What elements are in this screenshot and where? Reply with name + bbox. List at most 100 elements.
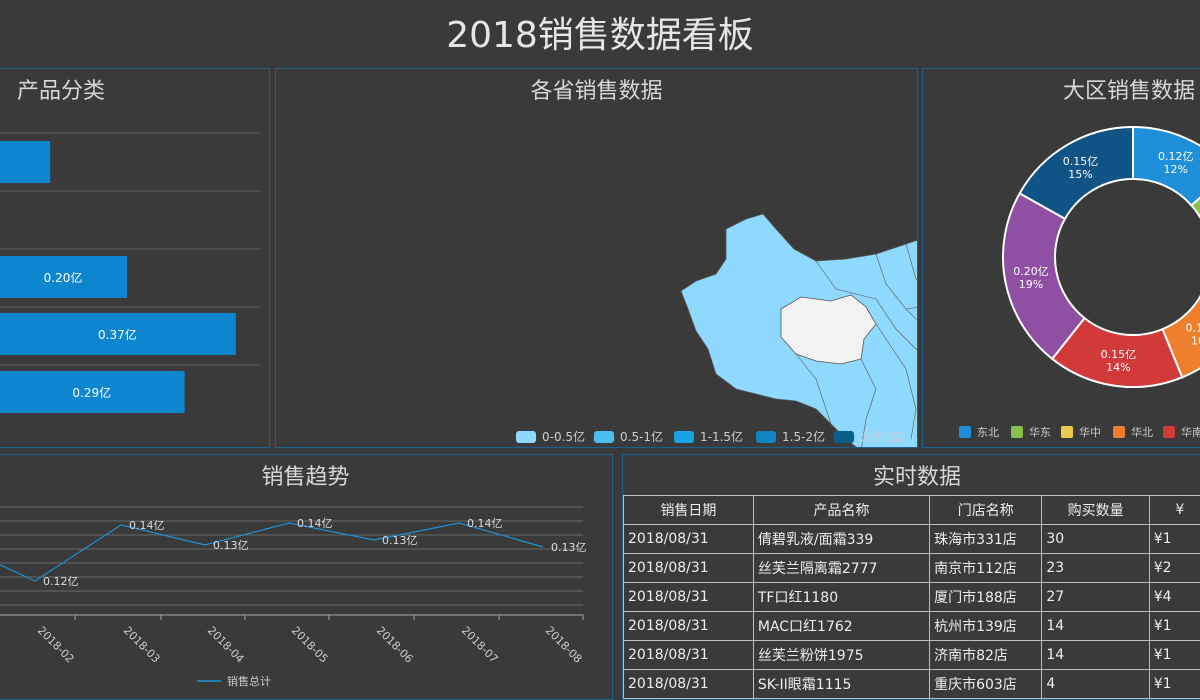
trend-point-label: 0.13亿 [382, 534, 418, 547]
table-cell: ¥1 [1148, 611, 1200, 641]
realtime-panel: 实时数据 销售日期 产品名称 门店名称 购买数量 ¥ 2018/08/31 倩碧乳… [622, 454, 1200, 700]
table-row[interactable]: 2018/08/31 MAC口红1762 杭州市139店 14 ¥1 [623, 611, 1200, 641]
trend-x-tick-label: 2018-06 [374, 624, 416, 666]
region-sales-title: 大区销售数据 [1063, 79, 1196, 104]
region-legend-swatch[interactable] [1011, 426, 1023, 438]
table-cell: 2018/08/31 [623, 524, 754, 554]
table-cell: MAC口红1762 [752, 611, 931, 641]
table-cell: 珠海市331店 [929, 524, 1043, 554]
donut-slice[interactable] [1190, 171, 1200, 245]
product-bar-label: 0.37亿 [98, 327, 137, 342]
donut-pct-label: 12% [1164, 163, 1188, 176]
table-header-row: 销售日期 产品名称 门店名称 购买数量 ¥ [623, 495, 1200, 525]
region-legend-swatch[interactable] [959, 426, 971, 438]
region-legend-label: 华中 [1079, 425, 1101, 439]
region-legend-swatch[interactable] [1113, 426, 1125, 438]
col-quantity[interactable]: 购买数量 [1041, 495, 1150, 525]
product-category-title: 产品分类 [17, 79, 106, 104]
sales-trend-chart: 0.12亿 2018-02 0.14亿 2018-03 0.13亿 2018-04 0.14… [0, 506, 587, 688]
table-cell: 2018/08/31 [623, 582, 754, 612]
table-cell: 2018/08/31 [623, 553, 754, 583]
table-cell: ¥2 [1148, 553, 1200, 583]
donut-slice[interactable] [1018, 125, 1134, 221]
trend-line[interactable] [0, 522, 544, 582]
map-legend: 0-0.5亿 0.5-1亿 1-1.5亿 1.5-2亿 大于2亿 [516, 429, 904, 444]
trend-x-tick-label: 2018-05 [289, 624, 331, 666]
donut-slice[interactable] [1132, 125, 1200, 207]
table-cell: ¥1 [1148, 524, 1200, 554]
donut-value-label: 0.12亿 [1158, 150, 1194, 163]
table-cell: 14 [1041, 640, 1150, 670]
table-cell: 2018/08/31 [623, 611, 754, 641]
legend-swatch-3[interactable] [756, 431, 776, 443]
trend-point-label: 0.12亿 [43, 575, 79, 588]
trend-point-label: 0.13亿 [213, 539, 249, 552]
product-bar-label: 0.20亿 [44, 270, 83, 285]
realtime-table-body: 2018/08/31 倩碧乳液/面霜339 珠海市331店 30 ¥1 2018/08/3… [623, 524, 1200, 699]
province-sales-panel: 各省销售数据 0-0.5亿 0.5-1亿 1-1. [275, 68, 918, 448]
col-product-name[interactable]: 产品名称 [752, 495, 931, 525]
legend-swatch-4[interactable] [834, 431, 854, 443]
region-legend-swatch[interactable] [1163, 426, 1175, 438]
table-row[interactable]: 2018/08/31 TF口红1180 厦门市188店 27 ¥4 [623, 582, 1200, 612]
product-bar[interactable] [0, 313, 236, 355]
province-sales-title: 各省销售数据 [530, 79, 663, 104]
table-cell: 23 [1041, 553, 1150, 583]
region-donut-chart: 0.12亿12%0.08亿8%0.09亿9%0.10亿10%0.15亿14%0.… [959, 125, 1200, 439]
donut-pct-label: 19% [1019, 278, 1043, 291]
region-legend-label: 东北 [977, 426, 999, 439]
donut-pct-label: 15% [1068, 168, 1092, 181]
table-cell: 27 [1041, 582, 1150, 612]
map-province-borders [795, 243, 917, 447]
region-legend-label: 华东 [1029, 425, 1051, 439]
realtime-table: 销售日期 产品名称 门店名称 购买数量 ¥ 2018/08/31 倩碧乳液/面霜3… [623, 495, 1200, 699]
legend-label-2: 1-1.5亿 [700, 429, 743, 444]
legend-label-4: 大于2亿 [860, 429, 904, 444]
legend-swatch-0[interactable] [516, 431, 536, 443]
donut-pct-label: 10% [1191, 335, 1200, 348]
trend-legend-label: 销售总计 [227, 674, 271, 688]
donut-slice[interactable] [1002, 191, 1086, 361]
trend-x-tick-label: 2018-04 [205, 624, 247, 666]
col-amount[interactable]: ¥ [1148, 495, 1200, 525]
table-row[interactable]: 2018/08/31 丝芙兰粉饼1975 济南市82店 14 ¥1 [623, 640, 1200, 670]
trend-x-tick-label: 2018-08 [543, 624, 585, 666]
region-legend-swatch[interactable] [1061, 426, 1073, 438]
table-cell: 杭州市139店 [929, 611, 1043, 641]
region-legend-label: 华北 [1131, 425, 1153, 439]
table-cell: 厦门市188店 [929, 582, 1043, 612]
donut-value-label: 0.15亿 [1101, 348, 1137, 361]
legend-label-3: 1.5-2亿 [782, 429, 825, 444]
region-sales-panel: 大区销售数据 0.12亿12%0.08亿8%0.09亿9%0.10亿10%0.1… [922, 68, 1200, 448]
trend-point-label: 0.14亿 [129, 519, 165, 532]
china-map[interactable]: 0-0.5亿 0.5-1亿 1-1.5亿 1.5-2亿 大于2亿 [276, 69, 918, 448]
table-cell: 2018/08/31 [623, 669, 754, 699]
map-qinghai[interactable] [780, 294, 877, 365]
product-bar-label: 0.29亿 [72, 385, 111, 400]
table-cell: 丝芙兰隔离霜2777 [752, 553, 931, 583]
trend-x-tick-label: 2018-03 [121, 624, 163, 666]
trend-point-label: 0.14亿 [467, 517, 503, 530]
trend-x-tick-label: 2018-02 [35, 624, 77, 666]
table-row[interactable]: 2018/08/31 倩碧乳液/面霜339 珠海市331店 30 ¥1 [623, 524, 1200, 554]
table-cell: TF口红1180 [752, 582, 931, 612]
product-bar[interactable] [0, 141, 51, 183]
table-cell: 济南市82店 [929, 640, 1043, 670]
realtime-title: 实时数据 [872, 465, 961, 490]
product-bar[interactable] [0, 371, 185, 413]
legend-label-1: 0.5-1亿 [620, 429, 663, 444]
dashboard-title: 2018销售数据看板 [446, 15, 754, 56]
table-cell: 4 [1041, 669, 1150, 699]
table-cell: 倩碧乳液/面霜339 [752, 524, 931, 554]
product-bar[interactable] [0, 256, 127, 298]
col-sale-date[interactable]: 销售日期 [623, 495, 754, 525]
legend-swatch-2[interactable] [674, 431, 694, 443]
donut-pct-label: 14% [1106, 361, 1130, 374]
col-store-name[interactable]: 门店名称 [929, 495, 1043, 525]
legend-swatch-1[interactable] [594, 431, 614, 443]
table-row[interactable]: 2018/08/31 丝芙兰隔离霜2777 南京市112店 23 ¥2 [623, 553, 1200, 583]
donut-value-label: 0.20亿 [1013, 265, 1049, 278]
table-row[interactable]: 2018/08/31 SK-II眼霜1115 重庆市603店 4 ¥1 [623, 669, 1200, 699]
region-legend-label: 华南 [1181, 425, 1200, 439]
table-cell: 丝芙兰粉饼1975 [752, 640, 931, 670]
